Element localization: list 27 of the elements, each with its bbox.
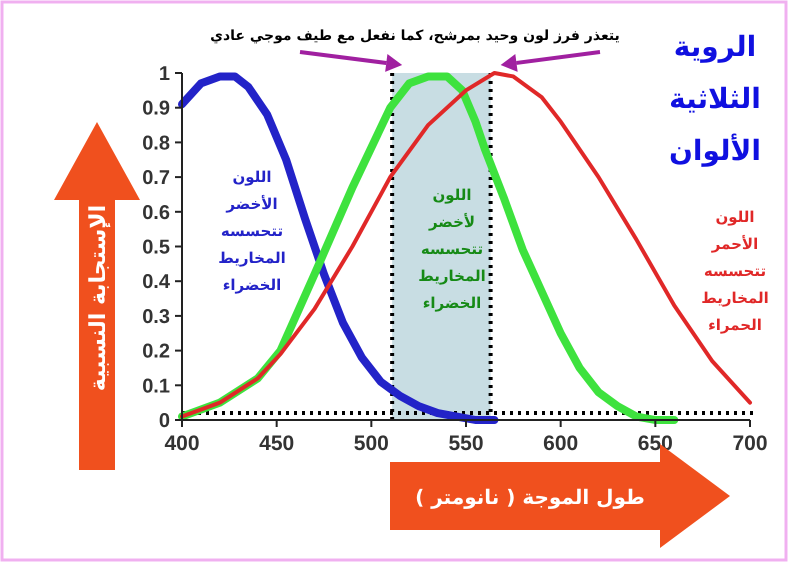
ytick-label: 0.6: [142, 202, 170, 224]
ytick-label: 0.4: [142, 271, 170, 294]
ytick-label: 0.2: [142, 340, 170, 363]
title: الثلاثية: [669, 82, 761, 115]
xlabel: طول الموجة ( نانومتر ): [415, 485, 645, 509]
xtick-label: 650: [638, 432, 673, 455]
ytick-label: 1: [158, 63, 170, 85]
ytick-label: 0.7: [142, 167, 170, 190]
xtick-label: 600: [543, 432, 578, 455]
ytick-label: 0.9: [142, 98, 170, 120]
annotation: اللون الأحمر تتحسسه المخاريط الحمراء: [701, 208, 769, 334]
ytick-label: 0: [158, 410, 170, 432]
xtick-label: 400: [164, 432, 200, 455]
ytick-label: 0.5: [142, 236, 170, 258]
annotation: اللون الأخضر تتحسسه المخاريط الخضراء: [218, 168, 286, 294]
subtitle: يتعذر فرز لون وحيد بمرشح، كما نفعل مع طيف موجي عادي: [210, 28, 620, 44]
xtick-label: 500: [354, 432, 389, 455]
ytick-label: 0.8: [142, 132, 170, 154]
ytick-label: 0.1: [142, 375, 170, 398]
xtick-label: 550: [448, 432, 484, 455]
annotation: اللون لأخضر تتحسسه المخاريط الخضراء: [418, 186, 486, 312]
ytick-label: 0.3: [142, 306, 170, 328]
ylabel: الإستجابة النسبية: [86, 204, 111, 392]
title: الروية: [674, 30, 756, 63]
xtick-label: 450: [259, 432, 294, 455]
title: الألوان: [669, 134, 761, 167]
xtick-label: 700: [732, 432, 768, 455]
